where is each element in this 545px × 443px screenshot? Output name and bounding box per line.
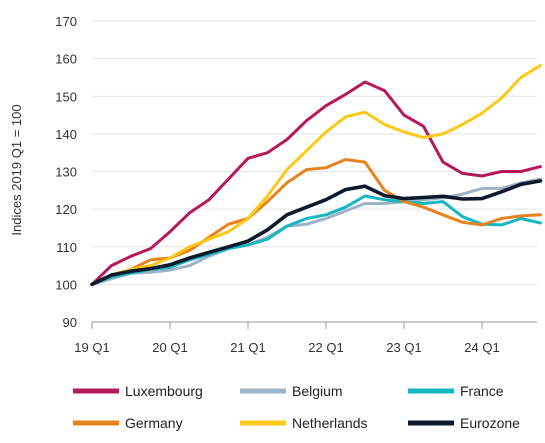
series-line-eurozone bbox=[90, 179, 543, 287]
x-tick-label: 20 Q1 bbox=[152, 340, 187, 355]
series-line-netherlands bbox=[90, 63, 542, 286]
y-tick-label: 160 bbox=[55, 52, 77, 67]
y-tick-label: 120 bbox=[55, 202, 77, 217]
x-tick-label: 19 Q1 bbox=[74, 340, 109, 355]
series-line-france bbox=[90, 194, 542, 286]
series-lines bbox=[90, 63, 543, 287]
series-line-belgium bbox=[90, 177, 542, 286]
legend-label-belgium: Belgium bbox=[292, 383, 343, 399]
y-tick-label: 140 bbox=[55, 127, 77, 142]
legend-label-luxembourg: Luxembourg bbox=[125, 383, 203, 399]
legend: Luxembourg Belgium France Germany Netherland… bbox=[73, 383, 520, 431]
y-tick-label: 130 bbox=[55, 165, 77, 180]
y-axis-label: Indices 2019 Q1 = 100 bbox=[9, 104, 24, 235]
legend-label-germany: Germany bbox=[125, 415, 183, 431]
y-tick-label: 100 bbox=[55, 277, 77, 292]
y-tick-label: 90 bbox=[63, 315, 77, 330]
y-tick-label: 170 bbox=[55, 14, 77, 29]
legend-label-netherlands: Netherlands bbox=[292, 415, 368, 431]
y-tick-label: 110 bbox=[56, 240, 77, 255]
y-tick-label: 150 bbox=[55, 89, 77, 104]
y-axis-ticks: 90 100 110 120 130 140 150 160 170 bbox=[55, 14, 77, 330]
x-tick-label: 23 Q1 bbox=[386, 340, 421, 355]
x-tick-label: 21 Q1 bbox=[230, 340, 265, 355]
x-axis: 19 Q1 20 Q1 21 Q1 22 Q1 23 Q1 24 Q1 bbox=[74, 321, 537, 355]
series-line-luxembourg bbox=[90, 80, 542, 286]
legend-label-eurozone: Eurozone bbox=[460, 415, 520, 431]
x-tick-label: 24 Q1 bbox=[464, 340, 499, 355]
x-tick-label: 22 Q1 bbox=[308, 340, 343, 355]
grid bbox=[92, 20, 537, 285]
legend-label-france: France bbox=[460, 383, 504, 399]
